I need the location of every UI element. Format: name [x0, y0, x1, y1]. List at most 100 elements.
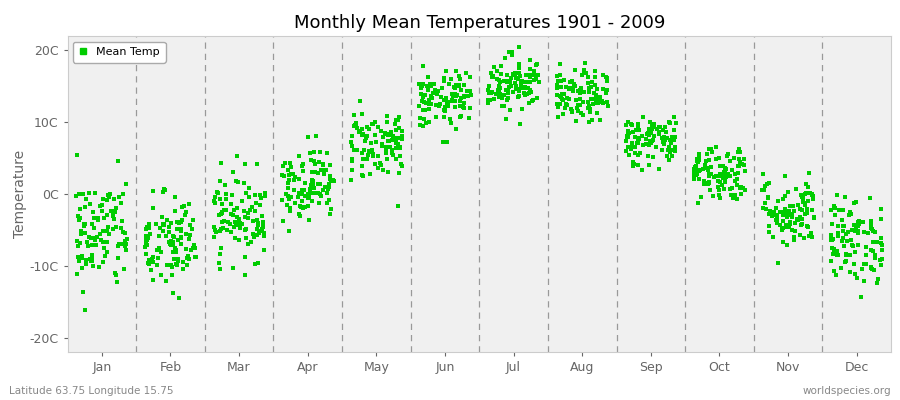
Point — [441, 98, 455, 105]
Point — [859, 244, 873, 251]
Point — [140, 241, 154, 248]
Point — [721, 171, 735, 177]
Point — [698, 165, 713, 172]
Point — [798, 200, 813, 206]
Point — [762, 208, 777, 214]
Point — [356, 126, 370, 132]
Point — [225, 192, 239, 198]
Point — [779, 214, 794, 220]
Point — [806, 196, 820, 202]
Point — [723, 158, 737, 164]
Point — [414, 90, 428, 97]
Point — [307, 158, 321, 164]
Point — [395, 136, 410, 142]
Point — [794, 222, 808, 228]
Point — [551, 104, 565, 110]
Point — [857, 278, 871, 284]
Point — [323, 174, 338, 181]
Point — [119, 241, 133, 247]
Point — [255, 226, 269, 232]
Point — [73, 215, 87, 221]
Point — [446, 92, 460, 98]
Point — [550, 101, 564, 107]
Point — [718, 165, 733, 172]
Point — [624, 121, 638, 128]
Point — [619, 122, 634, 128]
Point — [770, 216, 785, 222]
Point — [413, 85, 428, 91]
Point — [793, 214, 807, 220]
Point — [87, 225, 102, 232]
Point — [704, 146, 718, 152]
Point — [163, 238, 177, 244]
Point — [485, 74, 500, 80]
Point — [506, 71, 520, 77]
Point — [733, 159, 747, 166]
Point — [158, 187, 172, 193]
Point — [165, 264, 179, 270]
Point — [765, 213, 779, 219]
Point — [283, 208, 297, 214]
Point — [529, 76, 544, 83]
Point — [662, 119, 676, 126]
Point — [258, 193, 273, 199]
Point — [109, 205, 123, 212]
Point — [170, 219, 184, 226]
Point — [692, 152, 706, 159]
Point — [101, 224, 115, 230]
Point — [716, 163, 731, 170]
Point — [632, 136, 646, 142]
Point — [776, 238, 790, 245]
Point — [309, 133, 323, 139]
Point — [439, 95, 454, 102]
Point — [567, 81, 581, 87]
Point — [105, 226, 120, 232]
Point — [174, 235, 188, 242]
Point — [486, 73, 500, 79]
Point — [560, 102, 574, 109]
Point — [105, 211, 120, 217]
Point — [177, 212, 192, 218]
Point — [583, 96, 598, 102]
Point — [429, 114, 444, 120]
Point — [212, 196, 227, 202]
Point — [717, 179, 732, 185]
Point — [642, 132, 656, 139]
Point — [733, 149, 747, 156]
Point — [795, 216, 809, 223]
Point — [454, 87, 468, 93]
Point — [375, 133, 390, 140]
Point — [551, 114, 565, 120]
Point — [482, 89, 496, 96]
Point — [851, 218, 866, 224]
Point — [186, 217, 201, 224]
Point — [652, 166, 666, 172]
Point — [298, 204, 312, 211]
Point — [665, 146, 680, 153]
Point — [246, 231, 260, 238]
Point — [501, 89, 516, 96]
Point — [424, 100, 438, 107]
Point — [284, 194, 298, 200]
Point — [116, 229, 130, 236]
Point — [800, 209, 814, 216]
Point — [79, 256, 94, 263]
Point — [847, 200, 861, 206]
Point — [377, 130, 392, 136]
Point — [229, 178, 243, 184]
Point — [723, 186, 737, 192]
Point — [420, 82, 435, 89]
Point — [842, 212, 856, 218]
Point — [799, 190, 814, 196]
Point — [306, 177, 320, 184]
Point — [839, 250, 853, 257]
Point — [551, 78, 565, 84]
Point — [319, 183, 333, 190]
Point — [590, 109, 605, 116]
Point — [803, 190, 817, 196]
Point — [738, 168, 752, 174]
Point — [600, 99, 615, 105]
Point — [251, 260, 266, 266]
Point — [72, 191, 86, 197]
Point — [691, 200, 706, 206]
